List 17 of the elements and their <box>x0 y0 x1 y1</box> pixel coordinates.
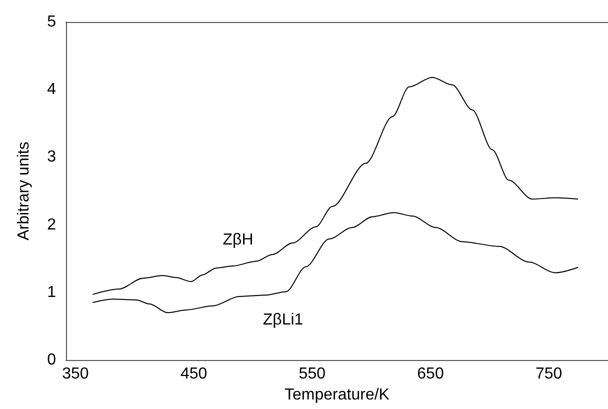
y-tick-label: 0 <box>47 352 56 368</box>
y-tick-label: 1 <box>47 284 56 301</box>
y-tick-label: 5 <box>47 14 56 30</box>
y-tick-label: 2 <box>47 216 56 234</box>
x-tick-label: 650 <box>417 366 444 382</box>
y-tick-label: 3 <box>47 148 56 166</box>
x-tick-label: 450 <box>180 366 208 382</box>
annotation: ZβLi1 <box>262 312 304 328</box>
x-tick-label: 550 <box>298 366 326 382</box>
annotation: ZβH <box>222 232 254 248</box>
x-tick-label: 750 <box>535 366 562 382</box>
x-axis-title: Temperature/K <box>284 386 390 404</box>
y-axis-title: Arbitrary units <box>16 142 32 240</box>
line-series <box>92 212 579 314</box>
line-series <box>92 76 579 295</box>
y-tick-label: 4 <box>47 81 56 98</box>
x-tick-label: 350 <box>62 366 89 382</box>
